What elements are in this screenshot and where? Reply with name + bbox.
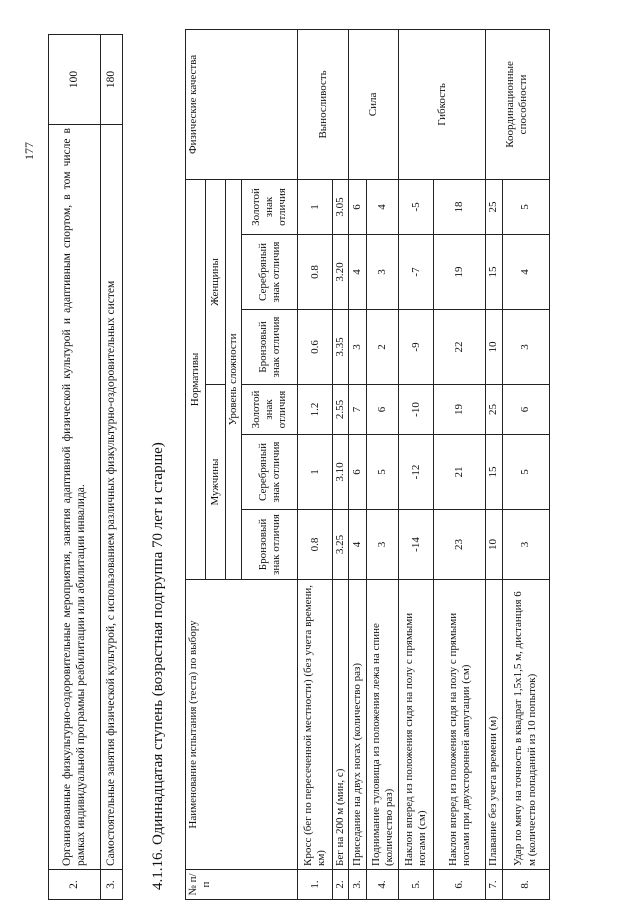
row-num: 5. — [398, 869, 434, 900]
women-silver-value: 4 — [502, 234, 550, 310]
row-text: Организованные физкультурно-оздоровитель… — [48, 124, 101, 870]
row-num: 4. — [366, 869, 399, 900]
physical-quality: Выносливость — [297, 29, 349, 180]
header-num: № п/п — [185, 869, 298, 900]
test-name: Поднимание туловища из положения лежа на… — [366, 579, 399, 870]
men-silver-value: 3.10 — [332, 434, 349, 510]
men-bronze-value: 4 — [348, 509, 367, 580]
women-gold-value: 3.05 — [332, 179, 349, 235]
physical-quality: Сила — [348, 29, 399, 180]
table-row: 3. Самостоятельные занятия физической ку… — [100, 34, 123, 900]
norms-table: № п/п Наименование испытания (теста) по … — [185, 29, 550, 900]
men-gold-value: 7 — [348, 384, 367, 435]
women-bronze-value: 10 — [485, 309, 503, 385]
women-bronze-value: 2 — [366, 309, 399, 385]
header-men-bronze: Бронзовый знак отличия — [241, 509, 298, 580]
top-table: 2. Организованные физкультурно-оздоровит… — [48, 34, 123, 900]
women-gold-value: 25 — [485, 179, 503, 235]
women-gold-value: 5 — [502, 179, 550, 235]
men-silver-value: 5 — [366, 434, 399, 510]
women-bronze-value: -9 — [398, 309, 434, 385]
women-gold-value: -5 — [398, 179, 434, 235]
women-silver-value: -7 — [398, 234, 434, 310]
women-bronze-value: 3 — [502, 309, 550, 385]
men-gold-value: 25 — [485, 384, 503, 435]
header-name: Наименование испытания (теста) по выбору — [185, 579, 298, 870]
header-women-bronze: Бронзовый знак отличия — [241, 309, 298, 385]
women-silver-value: 4 — [348, 234, 367, 310]
women-gold-value: 1 — [297, 179, 333, 235]
physical-quality: Гибкость — [398, 29, 486, 180]
men-silver-value: 15 — [485, 434, 503, 510]
men-silver-value: 21 — [433, 434, 486, 510]
men-bronze-value: 3 — [366, 509, 399, 580]
test-name: Бег на 200 м (мин, с) — [332, 579, 349, 870]
test-name: Плавание без учета времени (м) — [485, 579, 503, 870]
page-number: 177 — [22, 142, 36, 160]
men-bronze-value: 10 — [485, 509, 503, 580]
women-silver-value: 19 — [433, 234, 486, 310]
row-num: 3. — [348, 869, 367, 900]
men-bronze-value: 23 — [433, 509, 486, 580]
row-num: 2. — [332, 869, 349, 900]
row-num: 1. — [297, 869, 333, 900]
header-women: Женщины — [205, 179, 226, 385]
header-norms: Нормативы — [185, 179, 206, 580]
men-gold-value: 1.2 — [297, 384, 333, 435]
women-bronze-value: 3 — [348, 309, 367, 385]
test-name: Кросс (бег по пересеченной местности) (б… — [297, 579, 333, 870]
men-silver-value: -12 — [398, 434, 434, 510]
header-level: Уровень сложности — [225, 179, 242, 580]
test-name: Приседание на двух ногах (количество раз… — [348, 579, 367, 870]
men-bronze-value: 3 — [502, 509, 550, 580]
men-gold-value: 2.55 — [332, 384, 349, 435]
table-row: 5. Наклон вперед из положения сидя на пол… — [398, 29, 486, 900]
row-value: 180 — [100, 34, 123, 125]
women-silver-value: 3 — [366, 234, 399, 310]
men-bronze-value: 0.8 — [297, 509, 333, 580]
men-silver-value: 5 — [502, 434, 550, 510]
women-gold-value: 6 — [348, 179, 367, 235]
men-gold-value: 6 — [366, 384, 399, 435]
table-row: 2. Организованные физкультурно-оздоровит… — [48, 34, 101, 900]
men-bronze-value: 3.25 — [332, 509, 349, 580]
row-value: 100 — [48, 34, 101, 125]
header-women-gold: Золотой знак отличия — [241, 179, 298, 235]
test-name: Удар по мячу на точность в квадрат 1,5х1… — [502, 579, 550, 870]
header-qualities: Физические качества — [185, 29, 298, 180]
row-num: 2. — [48, 869, 101, 900]
physical-quality: Координационные способности — [485, 29, 550, 180]
row-num: 6. — [433, 869, 486, 900]
row-num: 3. — [100, 869, 123, 900]
test-name: Наклон вперед из положения сидя на полу … — [433, 579, 486, 870]
header-women-silver: Серебряный знак отличия — [241, 234, 298, 310]
men-silver-value: 1 — [297, 434, 333, 510]
men-gold-value: 19 — [433, 384, 486, 435]
men-bronze-value: -14 — [398, 509, 434, 580]
header-men: Мужчины — [205, 384, 226, 580]
men-silver-value: 6 — [348, 434, 367, 510]
row-num: 7. — [485, 869, 503, 900]
row-text: Самостоятельные занятия физической культ… — [100, 124, 123, 870]
table-row: 1. Кросс (бег по пересеченной местности) … — [297, 29, 349, 900]
women-bronze-value: 22 — [433, 309, 486, 385]
women-bronze-value: 0.6 — [297, 309, 333, 385]
women-gold-value: 4 — [366, 179, 399, 235]
test-name: Наклон вперед из положения сидя на полу … — [398, 579, 434, 870]
header-men-gold: Золотой знак отличия — [241, 384, 298, 435]
table-row: 3. Приседание на двух ногах (количество р… — [348, 29, 399, 900]
section-title: 4.1.16. Одиннадцатая ступень (возрастная… — [150, 442, 166, 890]
men-gold-value: -10 — [398, 384, 434, 435]
row-num: 8. — [502, 869, 550, 900]
women-silver-value: 0.8 — [297, 234, 333, 310]
men-gold-value: 6 — [502, 384, 550, 435]
table-row: 7. Плавание без учета времени (м) 10 15 25 10… — [485, 29, 550, 900]
header-men-silver: Серебряный знак отличия — [241, 434, 298, 510]
women-silver-value: 15 — [485, 234, 503, 310]
women-bronze-value: 3.35 — [332, 309, 349, 385]
women-gold-value: 18 — [433, 179, 486, 235]
women-silver-value: 3.20 — [332, 234, 349, 310]
